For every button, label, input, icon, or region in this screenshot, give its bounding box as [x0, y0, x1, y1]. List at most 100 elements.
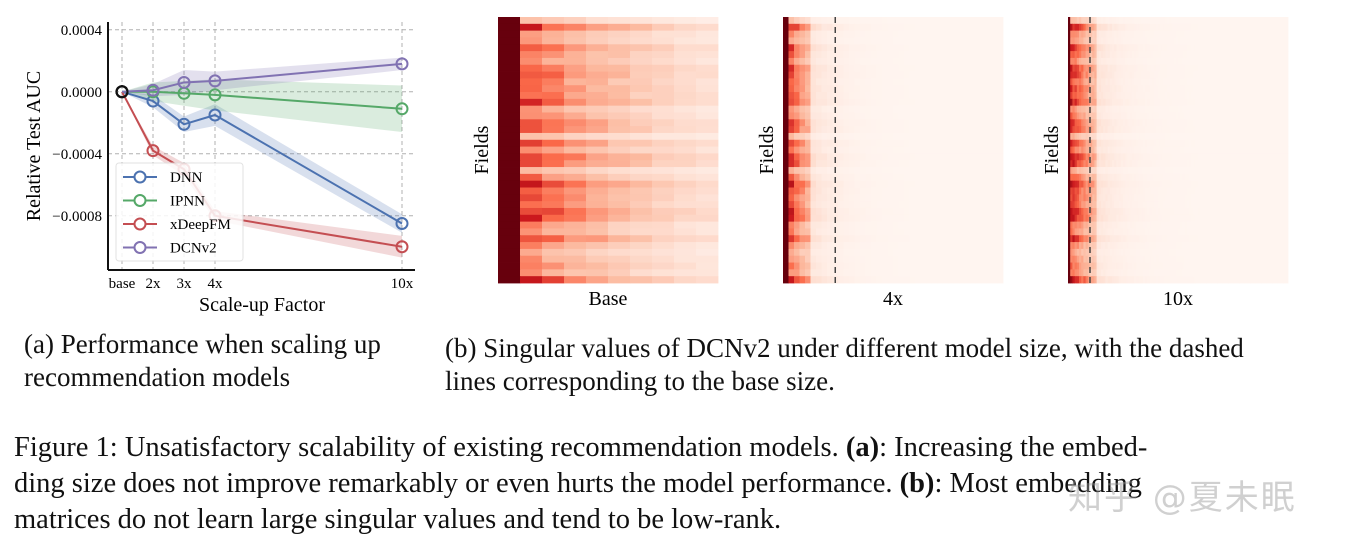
heatmap-cell	[838, 37, 844, 45]
heatmap-cell	[816, 221, 822, 229]
heatmap-cell	[788, 51, 795, 59]
heatmap-cell	[1131, 194, 1135, 202]
heatmap-cell	[1072, 180, 1075, 188]
heatmap-cell	[1206, 173, 1210, 182]
heatmap-cell	[827, 269, 833, 277]
heatmap-cell	[959, 119, 965, 127]
heatmap-cell	[1266, 173, 1269, 182]
heatmap-cell	[1239, 57, 1243, 66]
heatmap-cell	[1101, 207, 1104, 216]
heatmap-cell	[931, 64, 938, 72]
heatmap-cell	[498, 105, 521, 113]
heatmap-cell	[1211, 132, 1214, 141]
heatmap-cell	[1250, 167, 1254, 175]
heatmap-cell	[1255, 112, 1258, 120]
heatmap-cell	[1076, 194, 1080, 202]
heatmap-cell	[1241, 85, 1245, 93]
heatmap-cell	[1195, 180, 1199, 188]
heatmap-cell	[860, 119, 866, 127]
heatmap-cell	[942, 44, 949, 52]
heatmap-cell	[1079, 71, 1082, 79]
heatmap-cell	[608, 194, 631, 202]
heatmap-cell	[1241, 30, 1245, 38]
heatmap-cell	[1226, 119, 1229, 127]
heatmap-cell	[1239, 105, 1243, 113]
heatmap-cell	[1160, 98, 1163, 107]
heatmap-cell	[1112, 201, 1115, 209]
heatmap-cell	[876, 153, 883, 161]
heatmap-cell	[1252, 146, 1256, 154]
heatmap-cell	[1151, 64, 1155, 72]
heatmap-cell	[1182, 160, 1185, 168]
heatmap-cell	[1114, 112, 1117, 120]
heatmap-cell	[1224, 167, 1227, 175]
heatmap-cell	[1200, 37, 1203, 45]
heatmap-cell	[1180, 78, 1183, 86]
heatmap-cell	[1145, 23, 1148, 32]
heatmap-cell	[1237, 167, 1240, 175]
heatmap-cell	[1074, 187, 1078, 195]
heatmap-cell	[805, 119, 811, 127]
heatmap-cell	[920, 201, 927, 209]
heatmap-cell	[1182, 112, 1185, 120]
heatmap-cell	[630, 17, 653, 25]
heatmap-cell	[1160, 194, 1163, 202]
heatmap-cell	[1283, 78, 1287, 86]
heatmap-cell	[975, 207, 982, 216]
heatmap-cell	[799, 187, 806, 195]
heatmap-cell	[981, 51, 987, 59]
heatmap-cell	[1098, 37, 1102, 45]
heatmap-cell	[1147, 112, 1150, 120]
heatmap-cell	[1094, 146, 1097, 154]
heatmap-cell	[1164, 207, 1168, 216]
heatmap-cell	[1252, 160, 1256, 168]
heatmap-cell	[1186, 119, 1190, 127]
heatmap-cell	[865, 112, 872, 120]
heatmap-cell	[1145, 173, 1148, 182]
heatmap-cell	[1263, 119, 1267, 127]
heatmap-cell	[986, 37, 993, 45]
heatmap-cell	[608, 248, 631, 257]
heatmap-cell	[871, 221, 877, 229]
heatmap-cell	[1285, 180, 1289, 188]
heatmap-cell	[586, 235, 609, 243]
heatmap-cell	[1087, 214, 1091, 223]
heatmap-cell	[498, 57, 521, 66]
heatmap-cell	[520, 180, 543, 188]
heatmap-cell	[992, 262, 998, 270]
heatmap-cell	[876, 139, 883, 147]
heatmap-cell	[1259, 160, 1262, 168]
heatmap-cell	[586, 51, 609, 59]
heatmap-cell	[1197, 214, 1201, 223]
heatmap-cell	[1076, 71, 1080, 79]
heatmap-cell	[1153, 207, 1157, 216]
heatmap-cell	[1173, 139, 1177, 147]
series-line	[121, 90, 403, 225]
heatmap-cell	[1169, 71, 1172, 79]
heatmap-cell	[1191, 51, 1194, 59]
heatmap-cell	[970, 85, 976, 93]
heatmap-cell	[1211, 194, 1214, 202]
heatmap-cell	[953, 255, 960, 263]
heatmap-cell	[1094, 30, 1097, 38]
heatmap-cell	[1140, 64, 1144, 72]
heatmap-cell	[652, 153, 675, 161]
heatmap-cell	[1191, 30, 1194, 38]
heatmap-cell	[1120, 30, 1124, 38]
heatmap-cell	[1200, 105, 1203, 113]
data-point	[395, 217, 409, 230]
heatmap-cell	[865, 187, 872, 195]
heatmap-cell	[1268, 201, 1271, 209]
heatmap-cell	[1281, 207, 1284, 216]
heatmap-cell	[1076, 187, 1080, 195]
heatmap-cell	[942, 248, 949, 257]
heatmap-cell	[1156, 30, 1159, 38]
heatmap-cell	[1129, 207, 1133, 216]
heatmap-cell	[904, 221, 910, 229]
heatmap-cell	[832, 112, 839, 120]
heatmap-cell	[1237, 98, 1240, 107]
heatmap-cell	[827, 119, 833, 127]
heatmap-cell	[1182, 30, 1185, 38]
heatmap-cell	[1252, 92, 1256, 100]
heatmap-cell	[1164, 132, 1168, 141]
